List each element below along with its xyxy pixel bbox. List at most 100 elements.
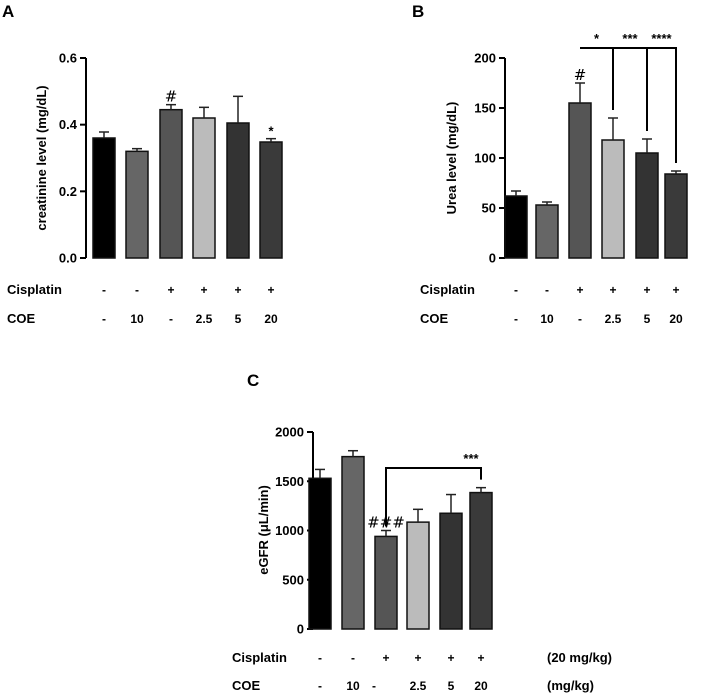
panel-a-significance-mark: # — [165, 88, 178, 106]
panel-c-y-tick-label: 500 — [282, 572, 304, 587]
panel-c-cisplatin-sign: - — [318, 651, 322, 665]
panel-a-coe-dose: 10 — [130, 312, 144, 326]
panel-c-cisplatin-dose-unit: (20 mg/kg) — [547, 650, 612, 665]
panel-b-y-tick-label: 150 — [474, 101, 496, 116]
panel-a-bar — [92, 137, 116, 259]
panel-b-bar — [635, 152, 659, 259]
panel-b-treatment-rows: Cisplatin COE - - + + + + - 10 - 2.5 5 20 — [420, 282, 683, 326]
panel-c-bar — [308, 477, 332, 630]
panel-a-bar — [226, 122, 250, 259]
panel-c-cisplatin-sign: + — [477, 651, 484, 665]
panel-a-bar — [159, 108, 183, 259]
panel-a-plot: 0.0 0.2 0.4 0.6 # * — [59, 51, 283, 266]
panel-a-bar — [192, 117, 216, 259]
panel-b-cisplatin-sign: + — [643, 283, 650, 297]
panel-c-treatment-rows: Cisplatin COE (20 mg/kg) (mg/kg) - - + + + +-… — [232, 650, 612, 693]
panel-c-coe-dose: 5 — [448, 679, 455, 693]
panel-a-y-tick-label: 0.6 — [59, 51, 77, 66]
panel-c-bar — [469, 491, 493, 630]
panel-b-coe-dose: - — [578, 312, 582, 326]
panel-a-y-tick-label: 0.0 — [59, 251, 77, 266]
panel-a-coe-label: COE — [7, 311, 36, 326]
panel-b-coe-label: COE — [420, 311, 449, 326]
panel-c-coe-dose: - — [318, 679, 322, 693]
panel-b-bracket-label: *** — [622, 31, 638, 46]
panel-a: A creatinine level (mg/dL) 0.0 0.2 0.4 0.6 #… — [2, 2, 283, 326]
panel-c-cisplatin-label: Cisplatin — [232, 650, 287, 665]
panel-a-y-tick-label: 0.2 — [59, 184, 77, 199]
panel-b-y-axis-title: Urea level (mg/dL) — [444, 102, 459, 215]
panel-b-bar — [601, 139, 625, 259]
panel-b-significance-mark: # — [574, 66, 587, 84]
panel-c-y-tick-label: 0 — [297, 622, 304, 637]
panel-b-cisplatin-sign: - — [514, 283, 518, 297]
panel-b-cisplatin-sign: + — [672, 283, 679, 297]
panel-b-coe-dose: 2.5 — [605, 312, 622, 326]
panel-c-coe-dose: 10 — [346, 679, 360, 693]
panel-b-significance-bracket — [613, 47, 648, 131]
panel-c-significance-bracket — [385, 467, 482, 527]
panel-letter-c: C — [247, 371, 259, 390]
panel-a-cisplatin-sign: + — [167, 283, 174, 297]
panel-a-coe-dose: 2.5 — [196, 312, 213, 326]
panel-b-cisplatin-label: Cisplatin — [420, 282, 475, 297]
panel-a-significance-mark: * — [268, 124, 274, 139]
panel-c-y-tick-label: 1000 — [275, 523, 304, 538]
panel-a-treatment-rows: Cisplatin COE - - + + + + - 10 - 2.5 5 20 — [7, 282, 278, 326]
panel-c-coe-dose: 2.5 — [410, 679, 427, 693]
panel-c-coe-dose: - — [372, 679, 376, 693]
panel-c-bar — [439, 512, 463, 630]
panel-b-coe-dose: 5 — [644, 312, 651, 326]
panel-a-cisplatin-sign: - — [102, 283, 106, 297]
panel-b-bracket-label: * — [594, 31, 600, 46]
panel-a-cisplatin-sign: - — [135, 283, 139, 297]
panel-c-coe-dose-unit: (mg/kg) — [547, 678, 594, 693]
panel-b-y-tick-label: 50 — [482, 201, 496, 216]
panel-a-coe-dose: - — [102, 312, 106, 326]
panel-b-significance-bracket — [647, 47, 677, 163]
panel-c-bar — [341, 455, 365, 630]
panel-c-y-axis-title: eGFR (μL/min) — [256, 485, 271, 575]
panel-b-cisplatin-sign: + — [609, 283, 616, 297]
panel-a-cisplatin-sign: + — [267, 283, 274, 297]
panel-c-cisplatin-sign: - — [351, 651, 355, 665]
panel-b-bar — [664, 173, 688, 259]
panel-a-coe-dose: 20 — [264, 312, 278, 326]
panel-c-bracket-label: *** — [463, 451, 479, 466]
panel-b-y-tick-label: 100 — [474, 151, 496, 166]
panel-c-bar — [406, 521, 430, 630]
panel-c-bar — [374, 535, 398, 630]
panel-b-cisplatin-sign: + — [576, 283, 583, 297]
panel-b-coe-dose: 20 — [669, 312, 683, 326]
panel-c-coe-dose: 20 — [474, 679, 488, 693]
panel-b-y-tick-label: 200 — [474, 51, 496, 66]
panel-a-bar — [259, 141, 283, 259]
panel-a-cisplatin-sign: + — [234, 283, 241, 297]
panel-b-coe-dose: - — [514, 312, 518, 326]
panel-c-y-tick-label: 2000 — [275, 425, 304, 440]
panel-b-bar — [504, 195, 528, 259]
panel-b-coe-dose: 10 — [540, 312, 554, 326]
panel-a-cisplatin-label: Cisplatin — [7, 282, 62, 297]
panel-c-cisplatin-sign: + — [382, 651, 389, 665]
panel-c-coe-label: COE — [232, 678, 261, 693]
panel-a-y-axis-title: creatinine level (mg/dL) — [34, 85, 49, 230]
panel-c-cisplatin-sign: + — [414, 651, 421, 665]
panel-a-cisplatin-sign: + — [200, 283, 207, 297]
panel-b-bracket-label: **** — [651, 31, 672, 46]
panel-a-bar — [125, 150, 149, 259]
panel-b-bar — [568, 102, 592, 259]
panel-a-coe-dose: 5 — [235, 312, 242, 326]
panel-a-coe-dose: - — [169, 312, 173, 326]
panel-b-cisplatin-sign: - — [545, 283, 549, 297]
panel-c-cisplatin-sign: + — [447, 651, 454, 665]
panel-b-bar — [535, 204, 559, 259]
panel-b-y-tick-label: 0 — [489, 251, 496, 266]
panel-letter-a: A — [2, 2, 14, 21]
panel-a-y-tick-label: 0.4 — [59, 117, 78, 132]
panel-c-y-tick-label: 1500 — [275, 474, 304, 489]
